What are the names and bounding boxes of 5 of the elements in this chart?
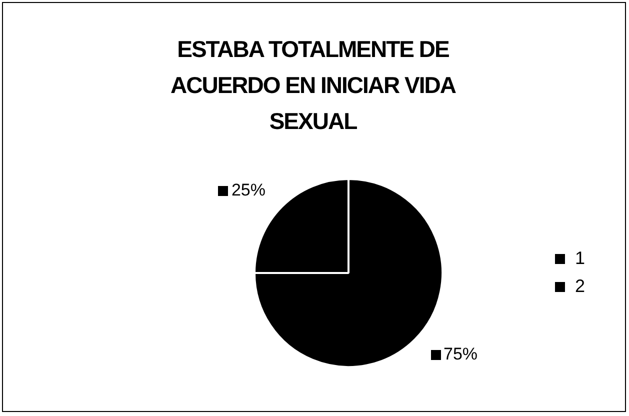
data-label: 25% xyxy=(231,180,266,200)
legend-label: 2 xyxy=(574,276,586,296)
data-label: 75% xyxy=(444,344,478,364)
chart-title: ESTABA TOTALMENTE DE ACUERDO EN INICIAR VIDA SEXUAL xyxy=(170,35,457,136)
legend-label: 1 xyxy=(574,248,586,268)
